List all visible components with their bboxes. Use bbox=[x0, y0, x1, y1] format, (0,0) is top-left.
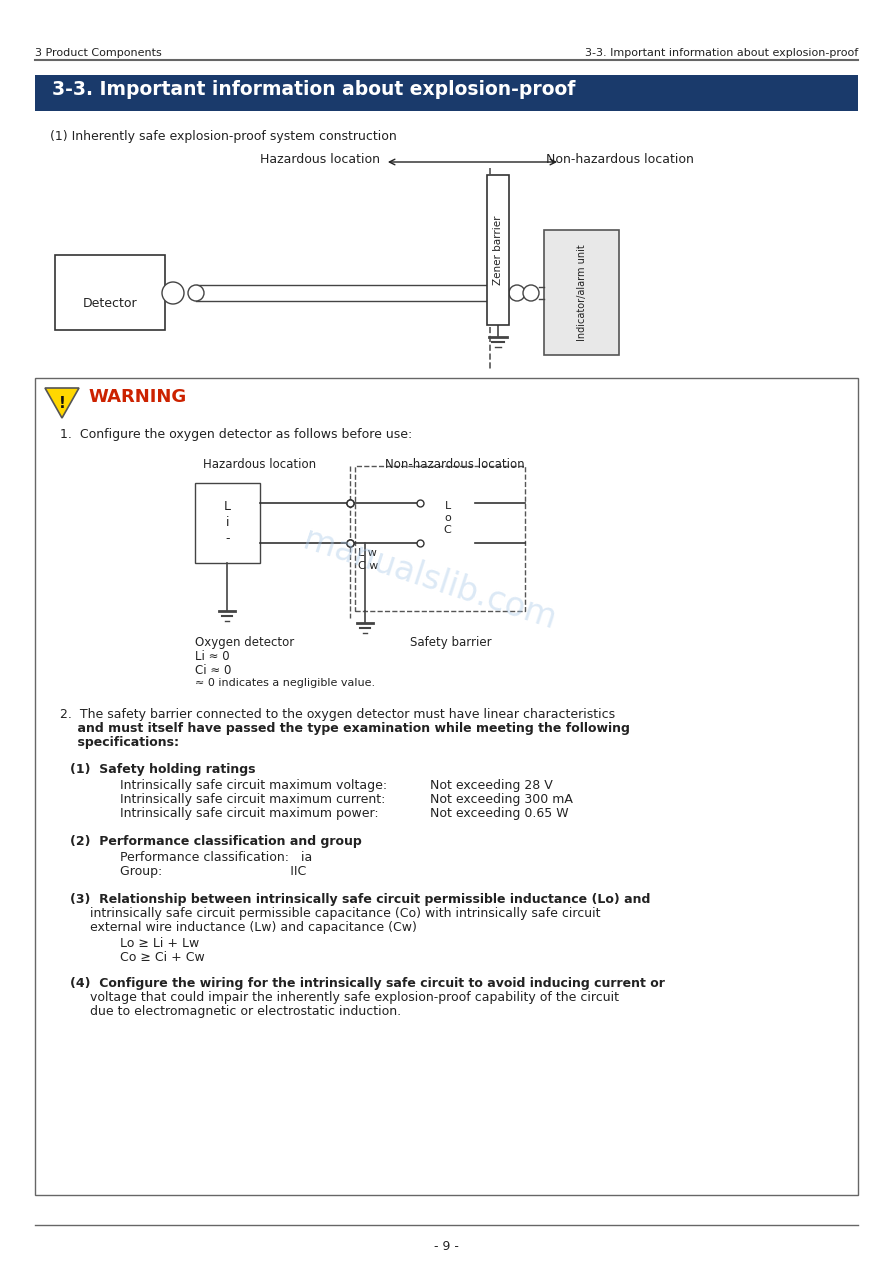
Text: - 9 -: - 9 - bbox=[434, 1240, 458, 1253]
FancyBboxPatch shape bbox=[544, 230, 619, 355]
Text: (2)  Performance classification and group: (2) Performance classification and group bbox=[70, 835, 362, 847]
FancyBboxPatch shape bbox=[35, 75, 858, 111]
Text: L
o
C: L o C bbox=[444, 500, 451, 536]
Text: Indicator/alarm unit: Indicator/alarm unit bbox=[577, 245, 587, 341]
Text: Intrinsically safe circuit maximum power:: Intrinsically safe circuit maximum power… bbox=[120, 807, 379, 820]
Text: Detector: Detector bbox=[83, 297, 138, 309]
Ellipse shape bbox=[162, 282, 184, 304]
Text: 3-3. Important information about explosion-proof: 3-3. Important information about explosi… bbox=[52, 80, 575, 99]
Text: Lo ≥ Li + Lw: Lo ≥ Li + Lw bbox=[120, 937, 199, 950]
Text: Not exceeding 300 mA: Not exceeding 300 mA bbox=[430, 793, 573, 806]
Ellipse shape bbox=[188, 285, 204, 301]
Text: !: ! bbox=[59, 397, 65, 412]
Text: (1) Inherently safe explosion-proof system construction: (1) Inherently safe explosion-proof syst… bbox=[50, 130, 396, 143]
Text: Co ≥ Ci + Cw: Co ≥ Ci + Cw bbox=[120, 951, 204, 964]
Text: and must itself have passed the type examination while meeting the following: and must itself have passed the type exa… bbox=[60, 722, 630, 735]
Text: Intrinsically safe circuit maximum voltage:: Intrinsically safe circuit maximum volta… bbox=[120, 779, 388, 792]
Text: L w
C w: L w C w bbox=[358, 548, 379, 571]
Text: Ci ≈ 0: Ci ≈ 0 bbox=[195, 664, 231, 677]
Text: Safety barrier: Safety barrier bbox=[410, 637, 492, 649]
Text: Not exceeding 0.65 W: Not exceeding 0.65 W bbox=[430, 807, 569, 820]
Text: (3)  Relationship between intrinsically safe circuit permissible inductance (Lo): (3) Relationship between intrinsically s… bbox=[70, 893, 650, 906]
Text: 3 Product Components: 3 Product Components bbox=[35, 48, 162, 58]
Text: due to electromagnetic or electrostatic induction.: due to electromagnetic or electrostatic … bbox=[70, 1005, 401, 1018]
Text: Hazardous location: Hazardous location bbox=[204, 458, 316, 471]
Text: (4)  Configure the wiring for the intrinsically safe circuit to avoid inducing c: (4) Configure the wiring for the intrins… bbox=[70, 978, 665, 990]
Text: Performance classification:   ia: Performance classification: ia bbox=[120, 851, 313, 864]
Text: manualslib.com: manualslib.com bbox=[299, 523, 561, 637]
Text: external wire inductance (Lw) and capacitance (Cw): external wire inductance (Lw) and capaci… bbox=[70, 921, 417, 935]
Text: Oxygen detector: Oxygen detector bbox=[195, 637, 295, 649]
Text: Intrinsically safe circuit maximum current:: Intrinsically safe circuit maximum curre… bbox=[120, 793, 386, 806]
Text: 3-3. Important information about explosion-proof: 3-3. Important information about explosi… bbox=[585, 48, 858, 58]
Text: Group:                                IIC: Group: IIC bbox=[120, 865, 306, 878]
FancyBboxPatch shape bbox=[35, 378, 858, 1195]
Text: WARNING: WARNING bbox=[88, 388, 187, 405]
Text: ≈ 0 indicates a negligible value.: ≈ 0 indicates a negligible value. bbox=[195, 678, 375, 688]
FancyBboxPatch shape bbox=[55, 255, 165, 330]
Polygon shape bbox=[45, 388, 79, 418]
Text: (1)  Safety holding ratings: (1) Safety holding ratings bbox=[70, 763, 255, 775]
Text: specifications:: specifications: bbox=[60, 736, 179, 749]
Text: Li ≈ 0: Li ≈ 0 bbox=[195, 650, 230, 663]
Text: L
i
-: L i - bbox=[224, 500, 231, 546]
Text: Zener barrier: Zener barrier bbox=[493, 215, 503, 284]
FancyBboxPatch shape bbox=[195, 482, 260, 563]
Text: 1.  Configure the oxygen detector as follows before use:: 1. Configure the oxygen detector as foll… bbox=[60, 428, 413, 441]
Text: 2.  The safety barrier connected to the oxygen detector must have linear charact: 2. The safety barrier connected to the o… bbox=[60, 709, 615, 721]
Ellipse shape bbox=[509, 285, 525, 301]
Text: Hazardous location: Hazardous location bbox=[260, 153, 380, 165]
FancyBboxPatch shape bbox=[420, 488, 475, 548]
Text: Not exceeding 28 V: Not exceeding 28 V bbox=[430, 779, 553, 792]
Text: Non-hazardous location: Non-hazardous location bbox=[546, 153, 694, 165]
Text: intrinsically safe circuit permissible capacitance (Co) with intrinsically safe : intrinsically safe circuit permissible c… bbox=[70, 907, 600, 919]
Text: Non-hazardous location: Non-hazardous location bbox=[385, 458, 525, 471]
Ellipse shape bbox=[523, 285, 539, 301]
FancyBboxPatch shape bbox=[355, 466, 525, 611]
FancyBboxPatch shape bbox=[487, 176, 509, 325]
Text: voltage that could impair the inherently safe explosion-proof capability of the : voltage that could impair the inherently… bbox=[70, 991, 619, 1004]
